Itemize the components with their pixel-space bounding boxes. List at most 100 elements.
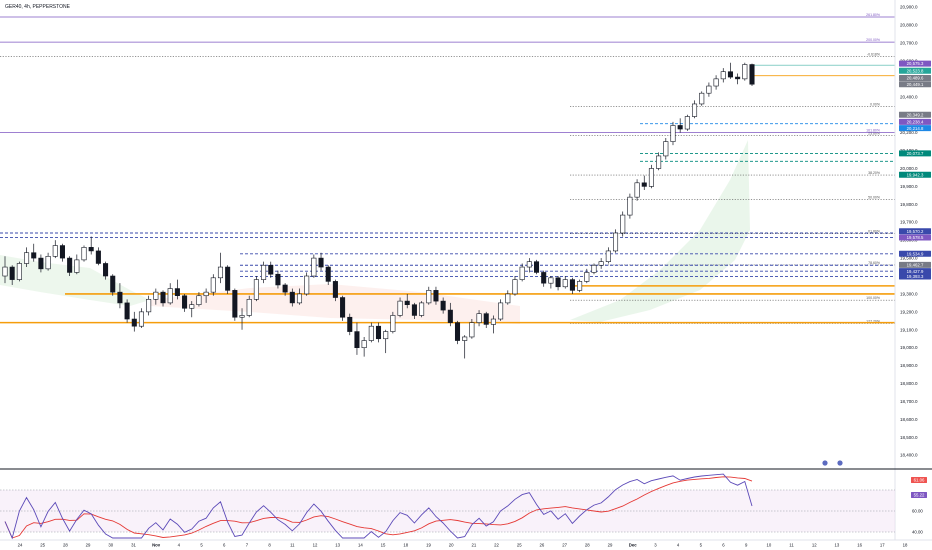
candle-body [411, 304, 417, 316]
candle-body [627, 196, 633, 216]
rsi-labels: 61.06 55.22 [911, 477, 927, 498]
rsi-label-box [911, 492, 927, 498]
candle-body [189, 304, 195, 309]
time-tick-label: 4 [677, 543, 680, 548]
price-label-box [899, 228, 931, 235]
time-axis[interactable]: 24 25 28 29 30 31 Nov 4 5 6 7 8 11 12 13 14 15 18 19 20 21 22… [18, 543, 908, 548]
time-tick-label: 26 [540, 543, 545, 548]
candle-body [67, 257, 73, 273]
price-label-box [899, 234, 931, 241]
candle-body [174, 288, 180, 297]
candle-body [605, 250, 611, 262]
candle-body [648, 168, 654, 187]
price-label-box [899, 81, 931, 88]
time-tick-label: 11 [290, 543, 295, 548]
time-tick-label: 12 [812, 543, 817, 548]
candle-body [131, 318, 137, 327]
price-label-box [899, 60, 931, 67]
candle-body [203, 291, 209, 297]
candle-body [95, 250, 101, 264]
horizontal-lines [0, 64, 895, 324]
price-label-text: 19,393.3 [907, 274, 924, 279]
candle-body [569, 279, 575, 291]
price-label-box [899, 111, 931, 118]
time-tick-label: 18 [903, 543, 908, 548]
rsi-label-text: 61.06 [914, 478, 925, 483]
candle-body [641, 182, 647, 187]
candle-body [498, 302, 504, 320]
candle-body [311, 257, 317, 277]
time-tick-label: 16 [857, 543, 862, 548]
candle-body [620, 214, 626, 234]
chart-title: GER40, 4h, PEPPERSTONE [5, 4, 70, 10]
time-tick-label: 24 [18, 543, 23, 548]
candle-body [325, 266, 331, 282]
price-tick-label: 18,700.0 [900, 399, 918, 404]
fib-level-label: 0.00% [870, 103, 880, 107]
price-label-box [899, 261, 931, 268]
candle-body [2, 266, 8, 277]
price-label-text: 19,534.9 [907, 251, 924, 256]
time-tick-label: 17 [880, 543, 885, 548]
time-tick-label: 25 [517, 543, 522, 548]
price-tick-label: 19,800.0 [900, 202, 918, 207]
time-tick-label: 30 [108, 543, 113, 548]
event-marker-2[interactable] [836, 459, 844, 467]
time-tick-label: 28 [63, 543, 68, 548]
price-label-text: 20,214.8 [907, 126, 924, 131]
candle-body [275, 273, 281, 286]
candle-body [634, 182, 640, 198]
time-tick-label: 4 [178, 543, 181, 548]
candle-body [146, 299, 152, 313]
time-tick-label: Nov [152, 543, 161, 548]
candle-body [340, 297, 346, 318]
time-tick-label: 29 [86, 543, 91, 548]
candle-body [368, 325, 374, 341]
price-label-box [899, 118, 931, 125]
price-tick-label: 19,900.0 [900, 184, 918, 189]
candle-body [52, 245, 58, 257]
candle-body [103, 263, 109, 277]
price-tick-label: 20,400.0 [900, 94, 918, 99]
time-tick-label: 25 [40, 543, 45, 548]
candle-body [670, 125, 676, 142]
fib-level-label: 38.20% [868, 171, 880, 175]
candle-body [88, 247, 94, 252]
event-marker-1[interactable] [821, 459, 829, 467]
candle-body [182, 295, 188, 309]
candle-body [706, 85, 712, 94]
time-tick-label: 13 [835, 543, 840, 548]
price-label-box [899, 273, 931, 280]
candle-body [404, 300, 410, 305]
candle-body [383, 331, 389, 340]
candle-body [469, 322, 475, 338]
candle-body [447, 309, 453, 323]
candles [2, 62, 755, 359]
candle-body [110, 275, 116, 293]
time-tick-label: 21 [471, 543, 476, 548]
candle-body [433, 290, 439, 302]
candle-body [526, 261, 532, 268]
candle-body [476, 313, 482, 323]
price-label-text: 19,942.3 [907, 172, 924, 177]
candle-body [74, 259, 80, 273]
candle-body [217, 266, 224, 279]
candle-body [196, 295, 202, 305]
time-tick-label: 11 [789, 543, 794, 548]
candle-body [318, 257, 324, 268]
time-tick-label: 9 [745, 543, 748, 548]
rsi-tick-label: 60.00 [912, 509, 923, 514]
candle-body [512, 279, 518, 295]
time-tick-label: 20 [449, 543, 454, 548]
candle-body [677, 125, 683, 130]
time-tick-label: 15 [381, 543, 386, 548]
candle-body [304, 275, 310, 295]
candle-body [483, 313, 489, 325]
time-tick-label: 14 [358, 543, 363, 548]
price-label-text: 20,073.7 [907, 151, 924, 156]
candle-body [332, 281, 338, 298]
price-tick-label: 20,700.0 [900, 41, 918, 46]
candle-body [45, 255, 51, 270]
candle-body [31, 252, 37, 259]
